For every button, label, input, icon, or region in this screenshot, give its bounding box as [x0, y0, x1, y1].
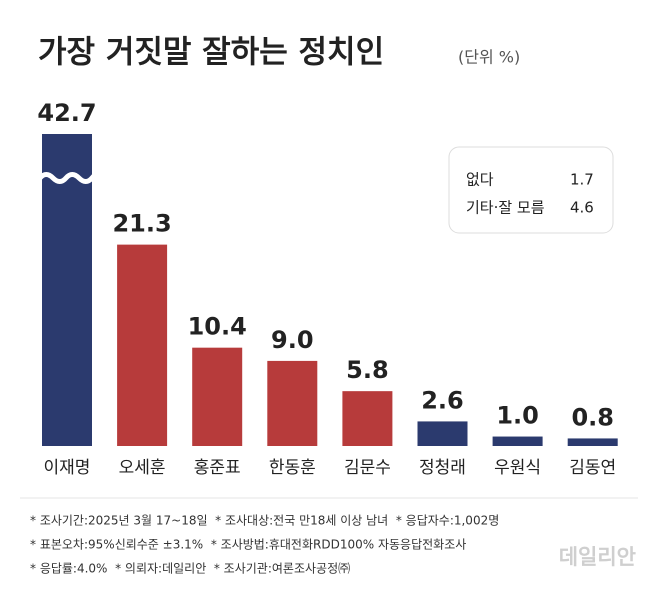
bar [42, 134, 92, 447]
x-tick-label: 이재명 [44, 458, 91, 478]
value-label: 2.6 [421, 386, 464, 414]
bar [117, 244, 168, 446]
axis-break [38, 172, 99, 184]
bar [267, 360, 318, 446]
value-label: 9.0 [271, 326, 314, 354]
value-label: 21.3 [112, 210, 171, 238]
bar [567, 438, 618, 446]
bar [492, 436, 543, 446]
footnote: * 응답률:4.0% * 의뢰자:데일리안 * 조사기관:여론조사공정㈜ [30, 562, 350, 576]
others-label: 기타·잘 모름 [466, 199, 545, 217]
plot [42, 134, 618, 447]
bar [417, 421, 468, 446]
x-tick-label: 한동훈 [269, 458, 316, 478]
bar [342, 391, 393, 446]
value-label: 1.0 [496, 402, 539, 430]
x-tick-label: 김동연 [569, 458, 616, 478]
chart-title: 가장 거짓말 잘하는 정치인 [38, 35, 384, 71]
others-box [448, 146, 614, 234]
watermark: 데일리안 [559, 545, 636, 569]
x-tick-label: 김문수 [344, 458, 391, 478]
x-tick-label: 우원식 [494, 458, 541, 478]
others-value: 1.7 [570, 171, 594, 189]
footnote: * 표본오차:95%신뢰수준 ±3.1% * 조사방법:휴대전화RDD100% … [30, 538, 466, 552]
others-value: 4.6 [570, 199, 594, 217]
value-label: 10.4 [188, 313, 247, 341]
chart-subtitle: (단위 %) [458, 48, 520, 67]
value-label: 42.7 [37, 99, 96, 127]
x-tick-label: 오세훈 [119, 458, 166, 478]
bar [192, 347, 243, 446]
value-label: 0.8 [571, 403, 614, 431]
others-label: 없다 [466, 171, 494, 189]
x-tick-label: 홍준표 [194, 458, 241, 478]
value-label: 5.8 [346, 356, 389, 384]
x-tick-label: 정청래 [419, 458, 466, 478]
footnote: * 조사기간:2025년 3월 17~18일 * 조사대상:전국 만18세 이상… [30, 514, 499, 528]
